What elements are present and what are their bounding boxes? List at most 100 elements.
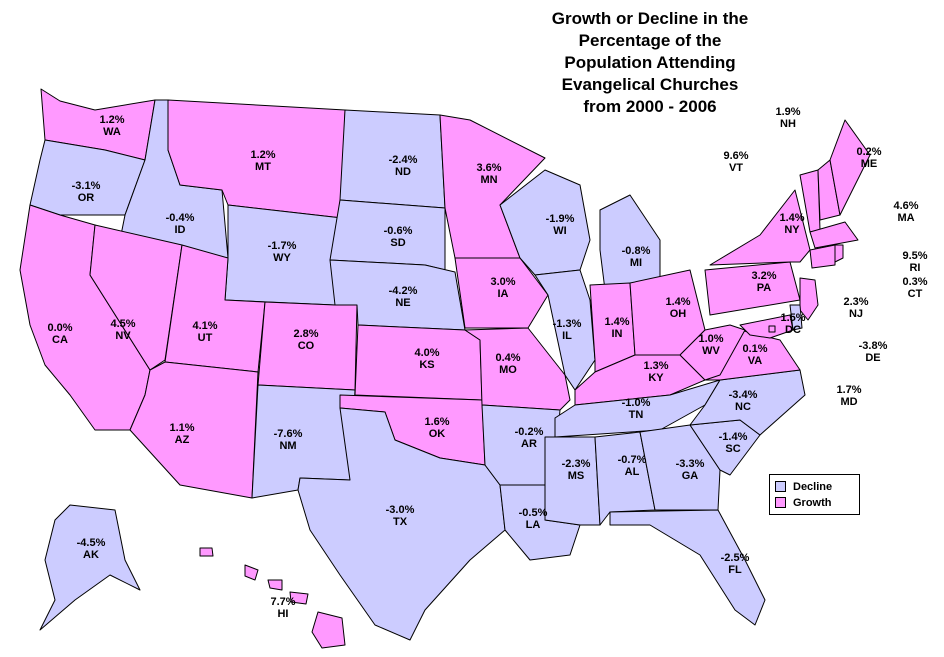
state-code-tn: TN: [628, 409, 644, 421]
map-title-line-4: Evangelical Churches: [561, 75, 739, 94]
state-mi: [599, 194, 661, 291]
state-code-vt: VT: [728, 162, 744, 174]
state-label-nj: 2.3% NJ: [843, 296, 868, 320]
state-code-nh: NH: [780, 118, 796, 130]
state-label-ny: 1.4% NY: [779, 212, 804, 236]
state-label-mt: 1.2% MT: [250, 149, 275, 173]
state-value-nj: 2.3%: [843, 296, 869, 308]
state-label-mo: 0.4% MO: [495, 352, 520, 376]
state-ms: [544, 436, 601, 526]
state-code-nd: ND: [395, 166, 411, 178]
state-label-ne: -4.2% NE: [389, 285, 418, 309]
state-label-mi: -0.8% MI: [622, 245, 651, 269]
state-label-mn: 3.6% MN: [476, 162, 501, 186]
state-label-ky: 1.3% KY: [643, 360, 668, 384]
state-label-pa: 3.2% PA: [751, 270, 776, 294]
state-fl: [609, 509, 766, 626]
state-label-id: -0.4% ID: [166, 212, 195, 236]
state-code-ok: OK: [428, 428, 446, 440]
state-label-ks: 4.0% KS: [414, 347, 439, 371]
state-label-hi: 7.7% HI: [270, 596, 295, 620]
state-label-ma: 4.6% MA: [893, 200, 918, 224]
state-ma: [809, 221, 859, 249]
state-md: [739, 314, 794, 339]
state-code-pa: PA: [756, 282, 772, 294]
state-code-al: AL: [624, 466, 640, 478]
state-ri: [834, 244, 844, 263]
state-code-ky: KY: [648, 372, 664, 384]
state-label-ms: -2.3% MS: [562, 458, 591, 482]
state-value-fl: -2.5%: [720, 552, 750, 564]
state-value-oh: 1.4%: [665, 296, 691, 308]
state-code-ny: NY: [784, 224, 800, 236]
state-label-va: 0.1% VA: [742, 343, 767, 367]
state-label-wi: -1.9% WI: [546, 213, 575, 237]
state-code-in: IN: [611, 328, 623, 340]
state-label-la: -0.5% LA: [519, 507, 548, 531]
state-value-tx: -3.0%: [385, 504, 415, 516]
state-al: [594, 431, 656, 526]
state-value-ny: 1.4%: [779, 212, 805, 224]
state-code-ma: MA: [897, 212, 915, 224]
state-value-dc: 1.5%: [780, 312, 806, 324]
state-label-nh: 1.9% NH: [775, 106, 800, 130]
state-value-md: 1.7%: [836, 384, 862, 396]
legend-swatch-growth: [775, 497, 786, 508]
state-label-ak: -4.5% AK: [77, 537, 106, 561]
state-value-az: 1.1%: [169, 422, 195, 434]
state-code-ms: MS: [567, 470, 585, 482]
state-value-il: -1.3%: [552, 318, 582, 330]
state-label-az: 1.1% AZ: [169, 422, 194, 446]
state-value-wi: -1.9%: [545, 213, 575, 225]
state-code-ga: GA: [681, 470, 699, 482]
state-value-wy: -1.7%: [267, 240, 297, 252]
state-az: [129, 361, 259, 499]
state-value-tn: -1.0%: [621, 397, 651, 409]
state-code-hi: HI: [277, 608, 289, 620]
map-title-line-3: Population Attending: [564, 53, 736, 72]
state-code-nc: NC: [735, 401, 751, 413]
state-label-sc: -1.4% SC: [719, 431, 748, 455]
state-code-wy: WY: [273, 252, 291, 264]
state-code-dc: DC: [785, 324, 801, 336]
state-code-sd: SD: [390, 237, 406, 249]
state-value-ma: 4.6%: [893, 200, 919, 212]
state-value-nc: -3.4%: [728, 389, 758, 401]
state-value-nd: -2.4%: [388, 154, 418, 166]
state-label-ca: 0.0% CA: [47, 322, 72, 346]
state-label-co: 2.8% CO: [293, 328, 318, 352]
state-value-ok: 1.6%: [424, 416, 450, 428]
state-value-me: 0.2%: [856, 146, 882, 158]
state-code-mt: MT: [255, 161, 271, 173]
state-label-or: -3.1% OR: [72, 180, 101, 204]
state-code-nv: NV: [115, 330, 131, 342]
map-title-line-2: Percentage of the: [578, 31, 722, 50]
state-label-wy: -1.7% WY: [268, 240, 297, 264]
state-label-nd: -2.4% ND: [389, 154, 418, 178]
state-value-mn: 3.6%: [476, 162, 502, 174]
state-label-ia: 3.0% IA: [490, 276, 515, 300]
state-value-ut: 4.1%: [192, 320, 218, 332]
state-value-co: 2.8%: [293, 328, 319, 340]
state-value-ak: -4.5%: [76, 537, 106, 549]
state-label-ok: 1.6% OK: [424, 416, 449, 440]
state-label-sd: -0.6% SD: [384, 225, 413, 249]
state-tx: [297, 407, 506, 641]
state-value-nm: -7.6%: [273, 428, 303, 440]
state-label-ut: 4.1% UT: [192, 320, 217, 344]
state-code-mi: MI: [629, 257, 643, 269]
state-ak: [39, 504, 141, 631]
map-title: Growth or Decline in the Percentage of t…: [500, 8, 800, 118]
state-code-ia: IA: [497, 288, 509, 300]
state-code-de: DE: [865, 352, 881, 364]
state-value-sc: -1.4%: [718, 431, 748, 443]
state-label-ar: -0.2% AR: [515, 426, 544, 450]
state-ia: [454, 257, 549, 329]
state-code-mo: MO: [499, 364, 517, 376]
state-co: [257, 301, 358, 391]
state-ga: [639, 424, 721, 511]
legend-label-growth: Growth: [793, 496, 832, 509]
state-code-ne: NE: [395, 297, 411, 309]
state-code-wa: WA: [103, 126, 121, 138]
